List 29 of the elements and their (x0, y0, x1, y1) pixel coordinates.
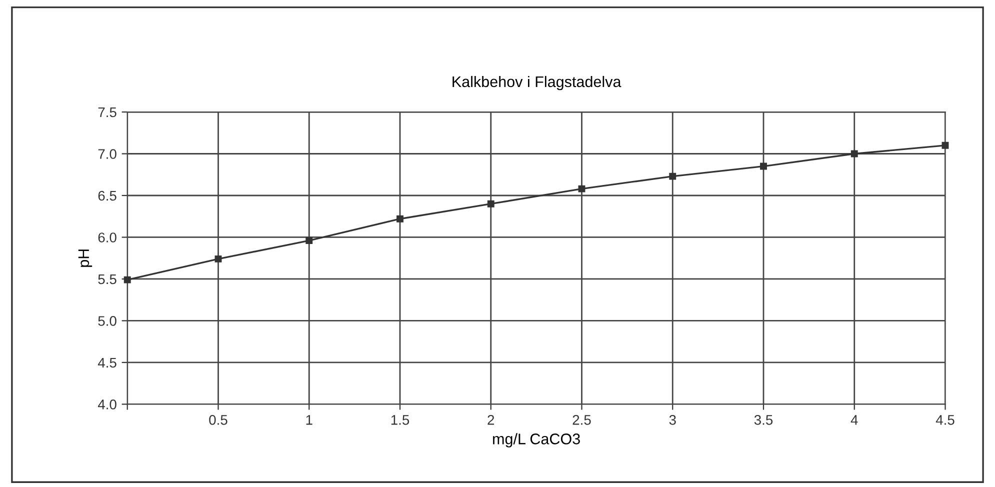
x-tick-label: 4.5 (936, 415, 954, 425)
x-tick-label: 2.5 (572, 414, 591, 425)
y-tick-label: 4.0 (98, 400, 116, 410)
x-tick-label: 2 (488, 414, 494, 425)
point (396, 215, 404, 222)
point (487, 200, 494, 208)
y-tick-label: 7.0 (98, 149, 116, 159)
x-tick-label: 1.5 (391, 415, 410, 425)
chart-title: Kalkbehov i Flagstadelva (452, 76, 622, 90)
y-tick-label: 5.0 (98, 316, 116, 326)
point (760, 162, 767, 170)
point (214, 255, 222, 262)
point (942, 142, 949, 149)
y-tick-label: 4.5 (98, 358, 116, 368)
point (669, 172, 676, 180)
x-tick-label: 3.5 (754, 414, 773, 425)
x-tick-label: 4 (850, 415, 858, 425)
y-axis-title: pH (78, 250, 92, 267)
y-tick-label: 6.5 (98, 190, 116, 201)
point (306, 237, 313, 244)
x-tick-label: 0.5 (209, 414, 228, 425)
x-tick-label: 3 (669, 414, 676, 425)
x-tick-label: 1 (306, 415, 312, 425)
y-tick-label: 6.0 (98, 232, 116, 242)
point (578, 185, 586, 192)
y-tick-label: 5.5 (98, 274, 116, 284)
point (850, 150, 858, 158)
x-axis-title: mg/L CaCO3 (493, 433, 580, 448)
y-tick-label: 7.5 (98, 107, 116, 118)
